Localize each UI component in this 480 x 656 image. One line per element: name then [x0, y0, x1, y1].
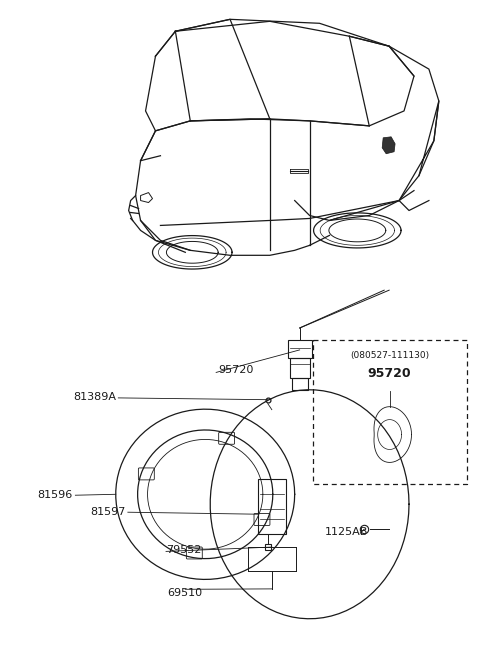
Text: 95720: 95720 [368, 367, 411, 380]
Text: 79552: 79552 [166, 545, 202, 555]
Text: (080527-111130): (080527-111130) [350, 352, 429, 360]
Text: 69510: 69510 [168, 588, 203, 598]
Text: 81597: 81597 [90, 507, 125, 517]
Text: 1125AB: 1125AB [325, 527, 369, 537]
Bar [290, 358, 310, 378]
Bar [258, 480, 286, 534]
Text: 81389A: 81389A [73, 392, 116, 401]
Text: 81596: 81596 [37, 490, 72, 501]
Bar [288, 340, 312, 358]
Bar [292, 378, 308, 390]
Text: 95720: 95720 [218, 365, 254, 375]
Polygon shape [382, 137, 395, 154]
